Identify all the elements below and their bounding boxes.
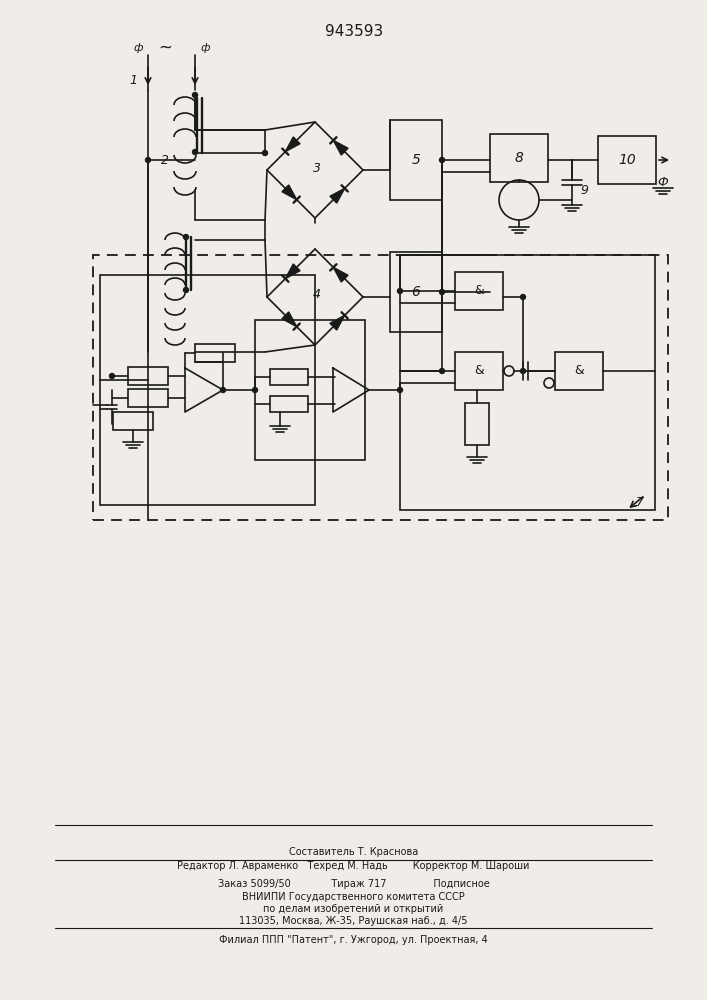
Bar [128, 389, 168, 407]
Circle shape [440, 368, 445, 373]
Text: 9: 9 [580, 184, 588, 196]
Text: 6: 6 [411, 285, 421, 299]
Circle shape [397, 288, 402, 294]
Text: 2: 2 [161, 153, 169, 166]
Text: Филиал ППП "Патент", г. Ужгород, ул. Проектная, 4: Филиал ППП "Патент", г. Ужгород, ул. Про… [219, 935, 488, 945]
Polygon shape [286, 137, 300, 152]
Bar [455, 352, 503, 390]
Bar [93, 255, 668, 520]
Circle shape [184, 234, 189, 239]
Text: ВНИИПИ Государственного комитета СССР: ВНИИПИ Государственного комитета СССР [242, 892, 465, 902]
Polygon shape [333, 267, 348, 282]
Circle shape [192, 149, 197, 154]
Circle shape [397, 387, 402, 392]
Bar [195, 344, 235, 362]
Text: Заказ 5099/50             Тираж 717               Подписное: Заказ 5099/50 Тираж 717 Подписное [218, 879, 489, 889]
Text: 10: 10 [618, 153, 636, 167]
Bar [455, 272, 503, 310]
Text: 3: 3 [313, 161, 321, 174]
Bar [255, 320, 365, 460]
Bar [128, 367, 168, 385]
Text: ф: ф [133, 43, 143, 53]
Bar [555, 352, 603, 390]
Text: по делам изобретений и открытий: по делам изобретений и открытий [264, 904, 443, 914]
Polygon shape [286, 264, 300, 279]
Bar [400, 255, 655, 510]
Circle shape [221, 387, 226, 392]
Bar [270, 369, 308, 385]
Bar [598, 136, 656, 184]
Text: Ф: Ф [658, 176, 668, 188]
Polygon shape [330, 315, 344, 330]
Text: 5: 5 [411, 153, 421, 167]
Circle shape [262, 150, 267, 155]
Bar [490, 134, 548, 182]
Polygon shape [282, 185, 297, 200]
Circle shape [184, 288, 189, 292]
Circle shape [440, 290, 445, 294]
Text: 4: 4 [313, 288, 321, 302]
Polygon shape [333, 140, 348, 155]
Text: 8: 8 [515, 151, 523, 165]
Bar [100, 275, 315, 505]
Bar [465, 403, 489, 445]
Text: 943593: 943593 [325, 24, 383, 39]
Text: Редактор Л. Авраменко   Техред М. Надь        Корректор М. Шароши: Редактор Л. Авраменко Техред М. Надь Кор… [177, 861, 530, 871]
Bar [390, 252, 442, 332]
Circle shape [440, 157, 445, 162]
Polygon shape [330, 188, 344, 203]
Text: ~: ~ [158, 39, 172, 57]
Circle shape [520, 294, 525, 300]
Text: &: & [574, 364, 584, 377]
Text: &: & [474, 284, 484, 298]
Bar [390, 120, 442, 200]
Text: &: & [474, 364, 484, 377]
Text: Составитель Т. Краснова: Составитель Т. Краснова [289, 847, 418, 857]
Polygon shape [282, 312, 297, 327]
Circle shape [146, 157, 151, 162]
Bar [113, 412, 153, 430]
Circle shape [520, 368, 525, 373]
Text: 1: 1 [129, 74, 137, 87]
Bar [270, 396, 308, 412]
Text: 113035, Москва, Ж-35, Раушская наб., д. 4/5: 113035, Москва, Ж-35, Раушская наб., д. … [239, 916, 468, 926]
Text: ф: ф [200, 43, 210, 53]
Circle shape [192, 93, 197, 98]
Circle shape [110, 373, 115, 378]
Text: 7: 7 [636, 495, 644, 508]
Circle shape [252, 387, 257, 392]
